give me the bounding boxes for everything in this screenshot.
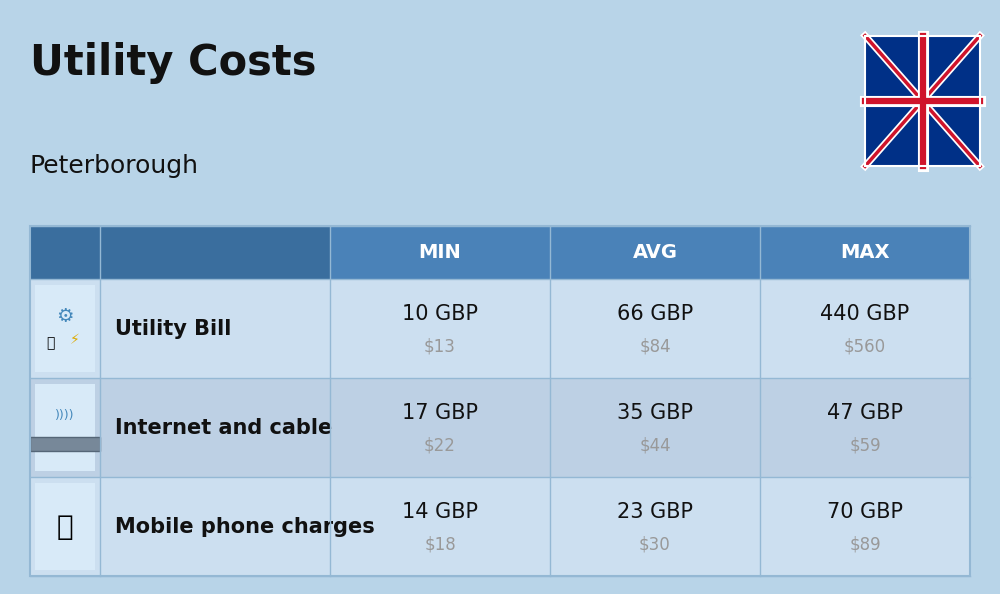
Bar bbox=[30, 279, 970, 378]
Text: ⚙: ⚙ bbox=[56, 307, 74, 326]
Text: 66 GBP: 66 GBP bbox=[617, 304, 693, 324]
Text: Peterborough: Peterborough bbox=[30, 154, 199, 178]
Text: 47 GBP: 47 GBP bbox=[827, 403, 903, 423]
Text: Utility Costs: Utility Costs bbox=[30, 42, 316, 84]
Text: Internet and cable: Internet and cable bbox=[115, 418, 332, 438]
Text: MAX: MAX bbox=[840, 243, 890, 262]
Text: 🔧: 🔧 bbox=[46, 337, 54, 350]
Text: 10 GBP: 10 GBP bbox=[402, 304, 478, 324]
Bar bbox=[30, 477, 970, 576]
Text: 35 GBP: 35 GBP bbox=[617, 403, 693, 423]
Text: $44: $44 bbox=[639, 437, 671, 454]
Text: 14 GBP: 14 GBP bbox=[402, 502, 478, 522]
Text: 440 GBP: 440 GBP bbox=[820, 304, 910, 324]
Text: 23 GBP: 23 GBP bbox=[617, 502, 693, 522]
Text: ⚡: ⚡ bbox=[70, 334, 80, 347]
Text: MIN: MIN bbox=[419, 243, 461, 262]
Text: $13: $13 bbox=[424, 337, 456, 355]
Bar bbox=[35, 285, 95, 372]
Bar bbox=[35, 483, 95, 570]
Bar bbox=[865, 36, 980, 166]
Text: $89: $89 bbox=[849, 536, 881, 554]
Text: AVG: AVG bbox=[633, 243, 678, 262]
Text: $22: $22 bbox=[424, 437, 456, 454]
Text: 70 GBP: 70 GBP bbox=[827, 502, 903, 522]
Bar bbox=[30, 437, 100, 451]
Text: $84: $84 bbox=[639, 337, 671, 355]
Text: 📱: 📱 bbox=[57, 513, 73, 541]
Text: Mobile phone charges: Mobile phone charges bbox=[115, 517, 375, 537]
Text: 17 GBP: 17 GBP bbox=[402, 403, 478, 423]
Bar bbox=[865, 36, 980, 166]
Text: $18: $18 bbox=[424, 536, 456, 554]
Text: $59: $59 bbox=[849, 437, 881, 454]
Bar bbox=[30, 226, 970, 576]
Text: )))): )))) bbox=[55, 409, 75, 422]
Bar bbox=[30, 378, 970, 477]
Bar bbox=[30, 226, 330, 279]
Text: $30: $30 bbox=[639, 536, 671, 554]
Bar bbox=[30, 226, 970, 279]
Text: $560: $560 bbox=[844, 337, 886, 355]
Bar bbox=[35, 384, 95, 471]
Text: Utility Bill: Utility Bill bbox=[115, 318, 231, 339]
